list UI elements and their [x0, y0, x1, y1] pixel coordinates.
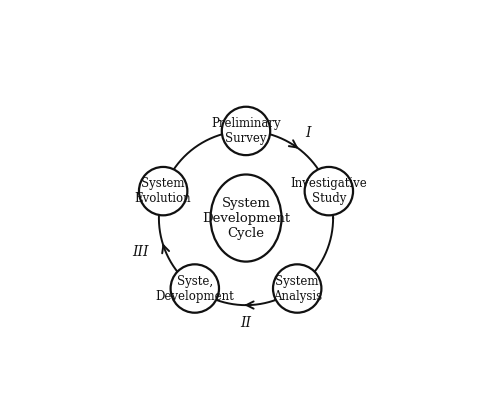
Text: System
Evolution: System Evolution: [135, 177, 192, 205]
Text: Syste,
Development: Syste, Development: [156, 274, 234, 303]
Text: System
Development
Cycle: System Development Cycle: [202, 197, 290, 240]
Circle shape: [305, 167, 353, 215]
Circle shape: [139, 167, 187, 215]
Text: III: III: [132, 246, 148, 259]
Text: I: I: [305, 126, 311, 140]
Circle shape: [170, 264, 219, 313]
Text: Preliminary
Survey: Preliminary Survey: [211, 117, 281, 145]
Text: System
Analysis: System Analysis: [273, 274, 322, 303]
Text: II: II: [240, 316, 252, 330]
Circle shape: [222, 107, 270, 155]
Text: Investigative
Study: Investigative Study: [290, 177, 367, 205]
Ellipse shape: [211, 174, 281, 261]
Circle shape: [273, 264, 322, 313]
